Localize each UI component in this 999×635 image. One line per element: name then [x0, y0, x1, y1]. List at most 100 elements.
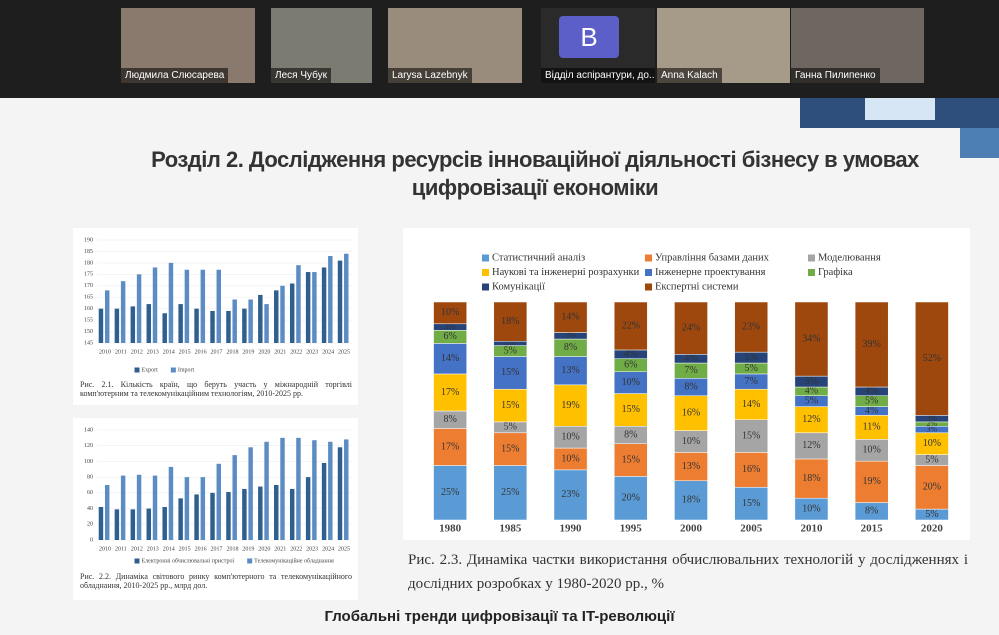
x-tick-label: 2010 — [800, 523, 823, 535]
value-label: 18% — [682, 495, 700, 506]
value-label: 17% — [441, 387, 459, 398]
bar — [328, 441, 333, 540]
value-label: 12% — [802, 440, 820, 451]
x-tick-label: 2019 — [242, 546, 254, 552]
value-label: 39% — [862, 339, 880, 350]
video-tile[interactable]: Larysa Lazebnyk — [388, 8, 522, 83]
legend-label: Електронні обчислювальні пристрої — [142, 557, 235, 564]
y-tick-label: 165 — [84, 295, 93, 301]
bar-segment — [734, 419, 769, 453]
value-label: 10% — [862, 445, 880, 456]
video-tile[interactable]: B Відділ аспірантури, до... — [541, 8, 655, 83]
bar — [130, 509, 136, 540]
value-label: 10% — [561, 453, 579, 464]
bar-segment — [915, 465, 949, 510]
x-tick-label: 2015 — [179, 546, 191, 552]
y-tick-label: 140 — [84, 427, 93, 433]
value-label: 25% — [441, 487, 459, 498]
value-label: 23% — [561, 489, 579, 500]
bar-segment — [493, 432, 528, 466]
y-tick-label: 155 — [84, 317, 93, 323]
bar — [296, 437, 301, 540]
x-tick-label: 2018 — [226, 546, 238, 552]
bar — [146, 508, 151, 540]
value-label: 14% — [441, 353, 459, 364]
bar — [296, 265, 301, 343]
x-tick-label: 2020 — [921, 523, 944, 535]
legend-swatch — [482, 283, 489, 291]
bar — [120, 475, 126, 540]
legend-label: Графіка — [818, 267, 853, 278]
caption: Рис. 2.3. Динаміка частки використання о… — [408, 552, 968, 592]
participant-name: Відділ аспірантури, до... — [541, 68, 655, 83]
x-tick-label: 2000 — [680, 523, 703, 535]
x-tick-label: 1985 — [499, 523, 522, 535]
y-tick-label: 60 — [87, 490, 93, 496]
bar — [152, 267, 158, 343]
y-tick-label: 100 — [84, 459, 93, 465]
video-tile[interactable]: Леся Чубук — [271, 8, 372, 83]
bar-segment — [613, 476, 648, 521]
value-label: 8% — [684, 381, 697, 392]
value-label: 15% — [501, 443, 519, 454]
bar — [232, 455, 237, 540]
bar — [216, 269, 221, 343]
value-label: 3% — [565, 331, 576, 340]
value-label: 16% — [742, 464, 760, 475]
bar — [168, 466, 174, 540]
x-tick-label: 2017 — [211, 349, 223, 355]
bar-segment — [734, 388, 769, 420]
bar — [200, 477, 206, 540]
x-tick-label: 2015 — [179, 349, 191, 355]
video-tile[interactable]: Людмила Слюсарева — [121, 8, 255, 83]
value-label: 20% — [923, 482, 941, 493]
value-label: 5% — [805, 376, 818, 387]
legend-swatch — [482, 269, 489, 276]
x-tick-label: 2012 — [131, 349, 143, 355]
value-label: 15% — [501, 367, 519, 378]
legend-swatch — [170, 367, 176, 373]
value-label: 15% — [742, 430, 760, 441]
video-tile[interactable]: Ганна Пилипенко — [791, 8, 924, 83]
bar — [194, 308, 199, 343]
legend-label: Наукові та інженерні розрахунки — [492, 267, 640, 278]
bar-segment — [613, 443, 648, 477]
video-tile[interactable]: Anna Kalach — [657, 8, 790, 83]
x-tick-label: 2020 — [258, 546, 270, 552]
y-tick-label: 145 — [84, 340, 93, 346]
bar-segment — [493, 301, 528, 342]
value-label: 19% — [561, 400, 579, 411]
bar — [184, 269, 190, 343]
legend-swatch — [645, 283, 652, 291]
legend-label: Статистичний аналіз — [492, 252, 585, 263]
bar-segment — [674, 395, 708, 431]
bar — [136, 474, 142, 540]
bar — [146, 304, 151, 343]
bar — [337, 260, 343, 343]
bar — [184, 477, 190, 540]
bar — [130, 306, 136, 343]
participant-name: Ганна Пилипенко — [791, 68, 880, 83]
value-label: 17% — [441, 441, 459, 452]
value-label: 3% — [927, 413, 938, 422]
bar-segment — [433, 428, 467, 466]
bar — [248, 447, 253, 540]
value-label: 12% — [802, 414, 820, 425]
value-label: 3% — [445, 322, 456, 331]
bar — [280, 437, 285, 540]
bar — [264, 441, 269, 540]
x-tick-label: 2023 — [306, 546, 318, 552]
y-tick-label: 190 — [84, 237, 93, 243]
value-label: 13% — [561, 365, 579, 376]
participant-name: Larysa Lazebnyk — [388, 68, 472, 83]
caption: Рис. 2.2. Динаміка світового ринку комп'… — [80, 572, 352, 590]
bar-segment — [674, 301, 708, 355]
bar — [312, 272, 317, 343]
bar — [200, 269, 206, 343]
bar-segment — [794, 406, 829, 434]
bar — [321, 267, 327, 343]
bar — [136, 274, 142, 343]
legend-swatch — [482, 254, 489, 262]
bar — [98, 308, 104, 343]
value-label: 5% — [504, 422, 517, 433]
